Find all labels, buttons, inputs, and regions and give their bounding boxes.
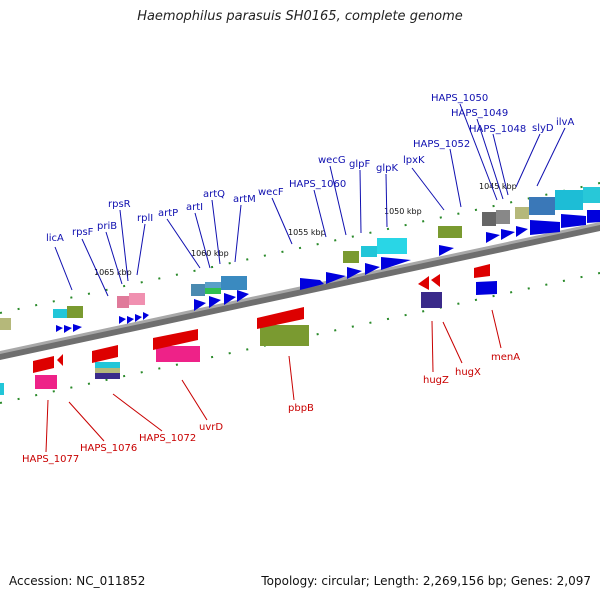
gene-label-HAPS_1052[interactable]: HAPS_1052 [413,139,470,150]
gene-label-rplI[interactable]: rplI [137,213,153,224]
kbp-1060: 1060 kbp [191,249,229,258]
gene-label-artP[interactable]: artP [158,208,178,219]
gene-label-artI[interactable]: artI [186,202,203,213]
kbp-1055: 1055 kbp [288,228,326,237]
gene-label-HAPS_1049[interactable]: HAPS_1049 [451,108,508,119]
forward-label-connectors [54,103,566,297]
gene-label-HAPS_1060[interactable]: HAPS_1060 [289,179,346,190]
gene-label-HAPS_1072[interactable]: HAPS_1072 [139,433,196,444]
forward-gene-labels: licA rpsF priB rpsR rplI artP artI artQ … [46,93,574,244]
reverse-gene-arrows [33,264,490,373]
gene-label-artQ[interactable]: artQ [203,189,225,200]
forward-gene-arrows [56,210,600,333]
kbp-1050: 1050 kbp [384,207,422,216]
gene-label-lpxK[interactable]: lpxK [403,155,425,166]
kbp-markers: 1065 kbp 1060 kbp 1055 kbp 1050 kbp 1045… [94,182,517,277]
gene-label-ilvA[interactable]: ilvA [556,117,574,128]
gene-label-hugX[interactable]: hugX [455,367,481,378]
reverse-gene-labels: HAPS_1077 HAPS_1076 HAPS_1072 uvrD pbpB … [22,352,520,465]
reverse-label-connectors [45,309,502,453]
gene-label-menA[interactable]: menA [491,352,520,363]
upper-feature-blocks [0,187,600,330]
topology-text: Topology: circular; Length: 2,269,156 bp… [261,574,591,588]
gene-label-HAPS_1048[interactable]: HAPS_1048 [469,124,526,135]
kbp-1065: 1065 kbp [94,268,132,277]
gene-label-uvrD[interactable]: uvrD [199,422,223,433]
gene-label-HAPS_1050[interactable]: HAPS_1050 [431,93,488,104]
gene-label-slyD[interactable]: slyD [532,123,554,134]
gene-label-HAPS_1077[interactable]: HAPS_1077 [22,454,79,465]
gene-label-glpK[interactable]: glpK [376,163,398,174]
gene-label-rpsR[interactable]: rpsR [108,199,131,210]
gene-label-rpsF[interactable]: rpsF [72,227,94,238]
gene-label-priB[interactable]: priB [97,221,117,232]
gene-label-wecG[interactable]: wecG [318,155,346,166]
gene-label-hugZ[interactable]: hugZ [423,375,449,386]
accession-text: Accession: NC_011852 [9,574,146,588]
gene-label-pbpB[interactable]: pbpB [288,403,314,414]
gene-label-wecF[interactable]: wecF [258,187,284,198]
kbp-1045: 1045 kbp [479,182,517,191]
gene-label-licA[interactable]: licA [46,233,64,244]
map-title: Haemophilus parasuis SH0165, complete ge… [137,9,463,24]
gene-label-artM[interactable]: artM [233,194,256,205]
lower-feature-blocks [0,292,442,395]
gene-label-glpF[interactable]: glpF [349,159,370,170]
gene-label-HAPS_1076[interactable]: HAPS_1076 [80,443,137,454]
